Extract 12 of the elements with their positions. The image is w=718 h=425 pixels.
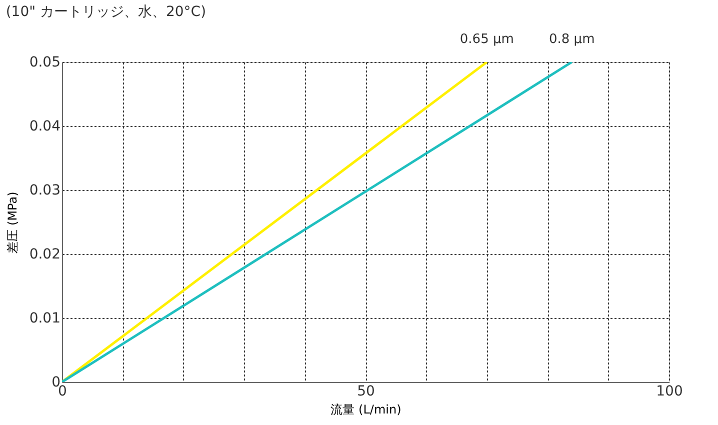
x-tick-label: 50	[357, 384, 375, 400]
series-label: 0.65 µm	[460, 32, 514, 47]
x-axis-title: 流量 (L/min)	[330, 402, 402, 416]
chart-title: (10" カートリッジ、水、20°C)	[6, 4, 206, 20]
y-tick-label: 0.01	[29, 310, 60, 326]
y-tick-label: 0.05	[29, 54, 60, 70]
y-axis-title: 差圧 (MPa)	[5, 192, 20, 254]
y-tick-label: 0.02	[29, 246, 60, 262]
y-tick-label: 0.04	[29, 118, 61, 134]
series-label: 0.8 µm	[549, 32, 595, 47]
y-tick-label: 0.03	[29, 182, 60, 198]
x-tick-label: 100	[656, 384, 683, 400]
